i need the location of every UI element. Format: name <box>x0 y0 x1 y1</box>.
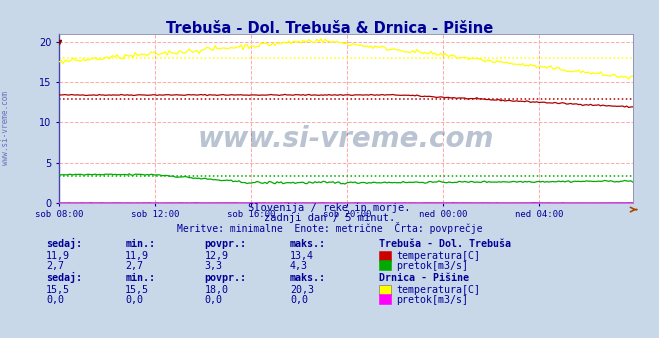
Text: 0,0: 0,0 <box>46 294 64 305</box>
Text: 12,9: 12,9 <box>204 251 228 261</box>
Text: 11,9: 11,9 <box>46 251 70 261</box>
Text: pretok[m3/s]: pretok[m3/s] <box>396 261 468 271</box>
Text: temperatura[C]: temperatura[C] <box>396 285 480 295</box>
Text: 2,7: 2,7 <box>46 261 64 271</box>
Text: temperatura[C]: temperatura[C] <box>396 251 480 261</box>
Text: Meritve: minimalne  Enote: metrične  Črta: povprečje: Meritve: minimalne Enote: metrične Črta:… <box>177 221 482 234</box>
Text: Drnica - Pišine: Drnica - Pišine <box>379 273 469 283</box>
Text: www.si-vreme.com: www.si-vreme.com <box>1 92 10 165</box>
Text: min.:: min.: <box>125 239 156 249</box>
Text: 13,4: 13,4 <box>290 251 314 261</box>
Text: Trebuša - Dol. Trebuša & Drnica - Pišine: Trebuša - Dol. Trebuša & Drnica - Pišine <box>166 21 493 36</box>
Text: Trebuša - Dol. Trebuša: Trebuša - Dol. Trebuša <box>379 239 511 249</box>
Text: 0,0: 0,0 <box>125 294 143 305</box>
Text: povpr.:: povpr.: <box>204 239 246 249</box>
Text: 15,5: 15,5 <box>46 285 70 295</box>
Text: www.si-vreme.com: www.si-vreme.com <box>198 125 494 152</box>
Text: 20,3: 20,3 <box>290 285 314 295</box>
Text: 0,0: 0,0 <box>290 294 308 305</box>
Text: maks.:: maks.: <box>290 239 326 249</box>
Text: 2,7: 2,7 <box>125 261 143 271</box>
Text: min.:: min.: <box>125 273 156 283</box>
Text: zadnji dan / 5 minut.: zadnji dan / 5 minut. <box>264 213 395 223</box>
Text: sedaj:: sedaj: <box>46 272 82 283</box>
Text: 3,3: 3,3 <box>204 261 222 271</box>
Text: povpr.:: povpr.: <box>204 273 246 283</box>
Text: maks.:: maks.: <box>290 273 326 283</box>
Text: Slovenija / reke in morje.: Slovenija / reke in morje. <box>248 203 411 213</box>
Text: 11,9: 11,9 <box>125 251 149 261</box>
Text: 18,0: 18,0 <box>204 285 228 295</box>
Text: sedaj:: sedaj: <box>46 238 82 249</box>
Text: 0,0: 0,0 <box>204 294 222 305</box>
Text: 4,3: 4,3 <box>290 261 308 271</box>
Text: 15,5: 15,5 <box>125 285 149 295</box>
Text: pretok[m3/s]: pretok[m3/s] <box>396 294 468 305</box>
